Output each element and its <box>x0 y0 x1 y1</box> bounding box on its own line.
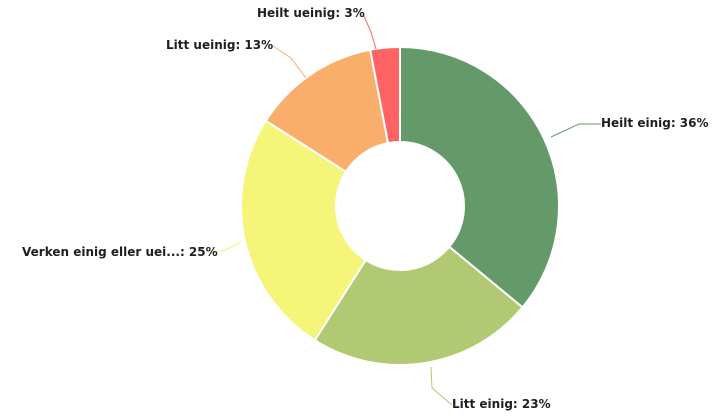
callout-line-0 <box>550 123 601 138</box>
slice-label-4: Heilt ueinig: 3% <box>257 6 365 20</box>
slice-label-3: Litt ueinig: 13% <box>166 38 273 52</box>
donut-labels: Heilt einig: 36% Litt einig: 23% Verken ei… <box>22 6 709 411</box>
donut-slices <box>240 45 560 366</box>
donut-slice-4 <box>369 45 401 145</box>
donut-slice-1 <box>313 245 524 366</box>
callout-line-1 <box>430 366 453 406</box>
donut-slice-2 <box>240 119 368 342</box>
callout-line-4 <box>362 13 377 50</box>
slice-label-0: Heilt einig: 36% <box>601 116 709 130</box>
slice-label-1: Litt einig: 23% <box>452 397 551 411</box>
callout-line-3 <box>272 45 307 79</box>
slice-label-2: Verken einig eller uei...: 25% <box>22 245 218 259</box>
donut-callouts <box>209 13 601 406</box>
donut-slice-0 <box>399 45 560 309</box>
callout-line-2 <box>209 241 242 254</box>
donut-slice-3 <box>264 48 390 174</box>
